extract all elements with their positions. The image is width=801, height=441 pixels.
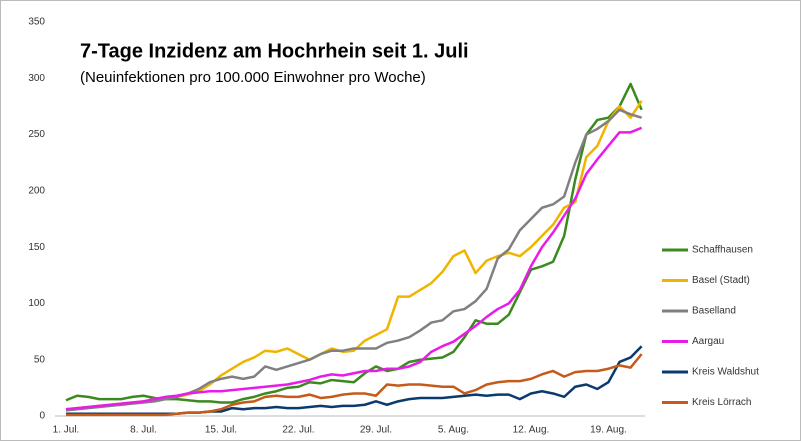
x-tick-label: 29. Jul. <box>360 425 392 436</box>
legend-label: Schaffhausen <box>692 245 753 256</box>
line <box>65 108 643 412</box>
line <box>65 126 643 411</box>
x-tick-label: 1. Jul. <box>53 425 80 436</box>
legend-label: Kreis Lörrach <box>692 397 751 408</box>
y-tick-label: 50 <box>34 354 46 365</box>
x-tick-label: 12. Aug. <box>513 425 550 436</box>
x-tick-label: 19. Aug. <box>590 425 627 436</box>
chart-subtitle: (Neuinfektionen pro 100.000 Einwohner pr… <box>80 69 426 86</box>
y-tick-label: 250 <box>28 129 45 140</box>
chart-title: 7-Tage Inzidenz am Hochrhein seit 1. Jul… <box>80 40 469 62</box>
legend-label: Aargau <box>692 336 724 347</box>
y-tick-label: 200 <box>28 185 45 196</box>
y-tick-label: 300 <box>28 73 45 84</box>
y-tick-label: 0 <box>39 411 45 422</box>
x-tick-label: 22. Jul. <box>282 425 314 436</box>
legend-label: Basel (Stadt) <box>692 275 750 286</box>
x-tick-label: 5. Aug. <box>438 425 469 436</box>
legend-label: Kreis Waldshut <box>692 367 759 378</box>
legend-label: Baselland <box>692 306 736 317</box>
y-tick-label: 150 <box>28 242 45 253</box>
y-tick-label: 100 <box>28 298 45 309</box>
x-tick-label: 8. Jul. <box>130 425 157 436</box>
x-tick-label: 15. Jul. <box>205 425 237 436</box>
line <box>66 353 643 417</box>
y-tick-label: 350 <box>28 17 45 28</box>
